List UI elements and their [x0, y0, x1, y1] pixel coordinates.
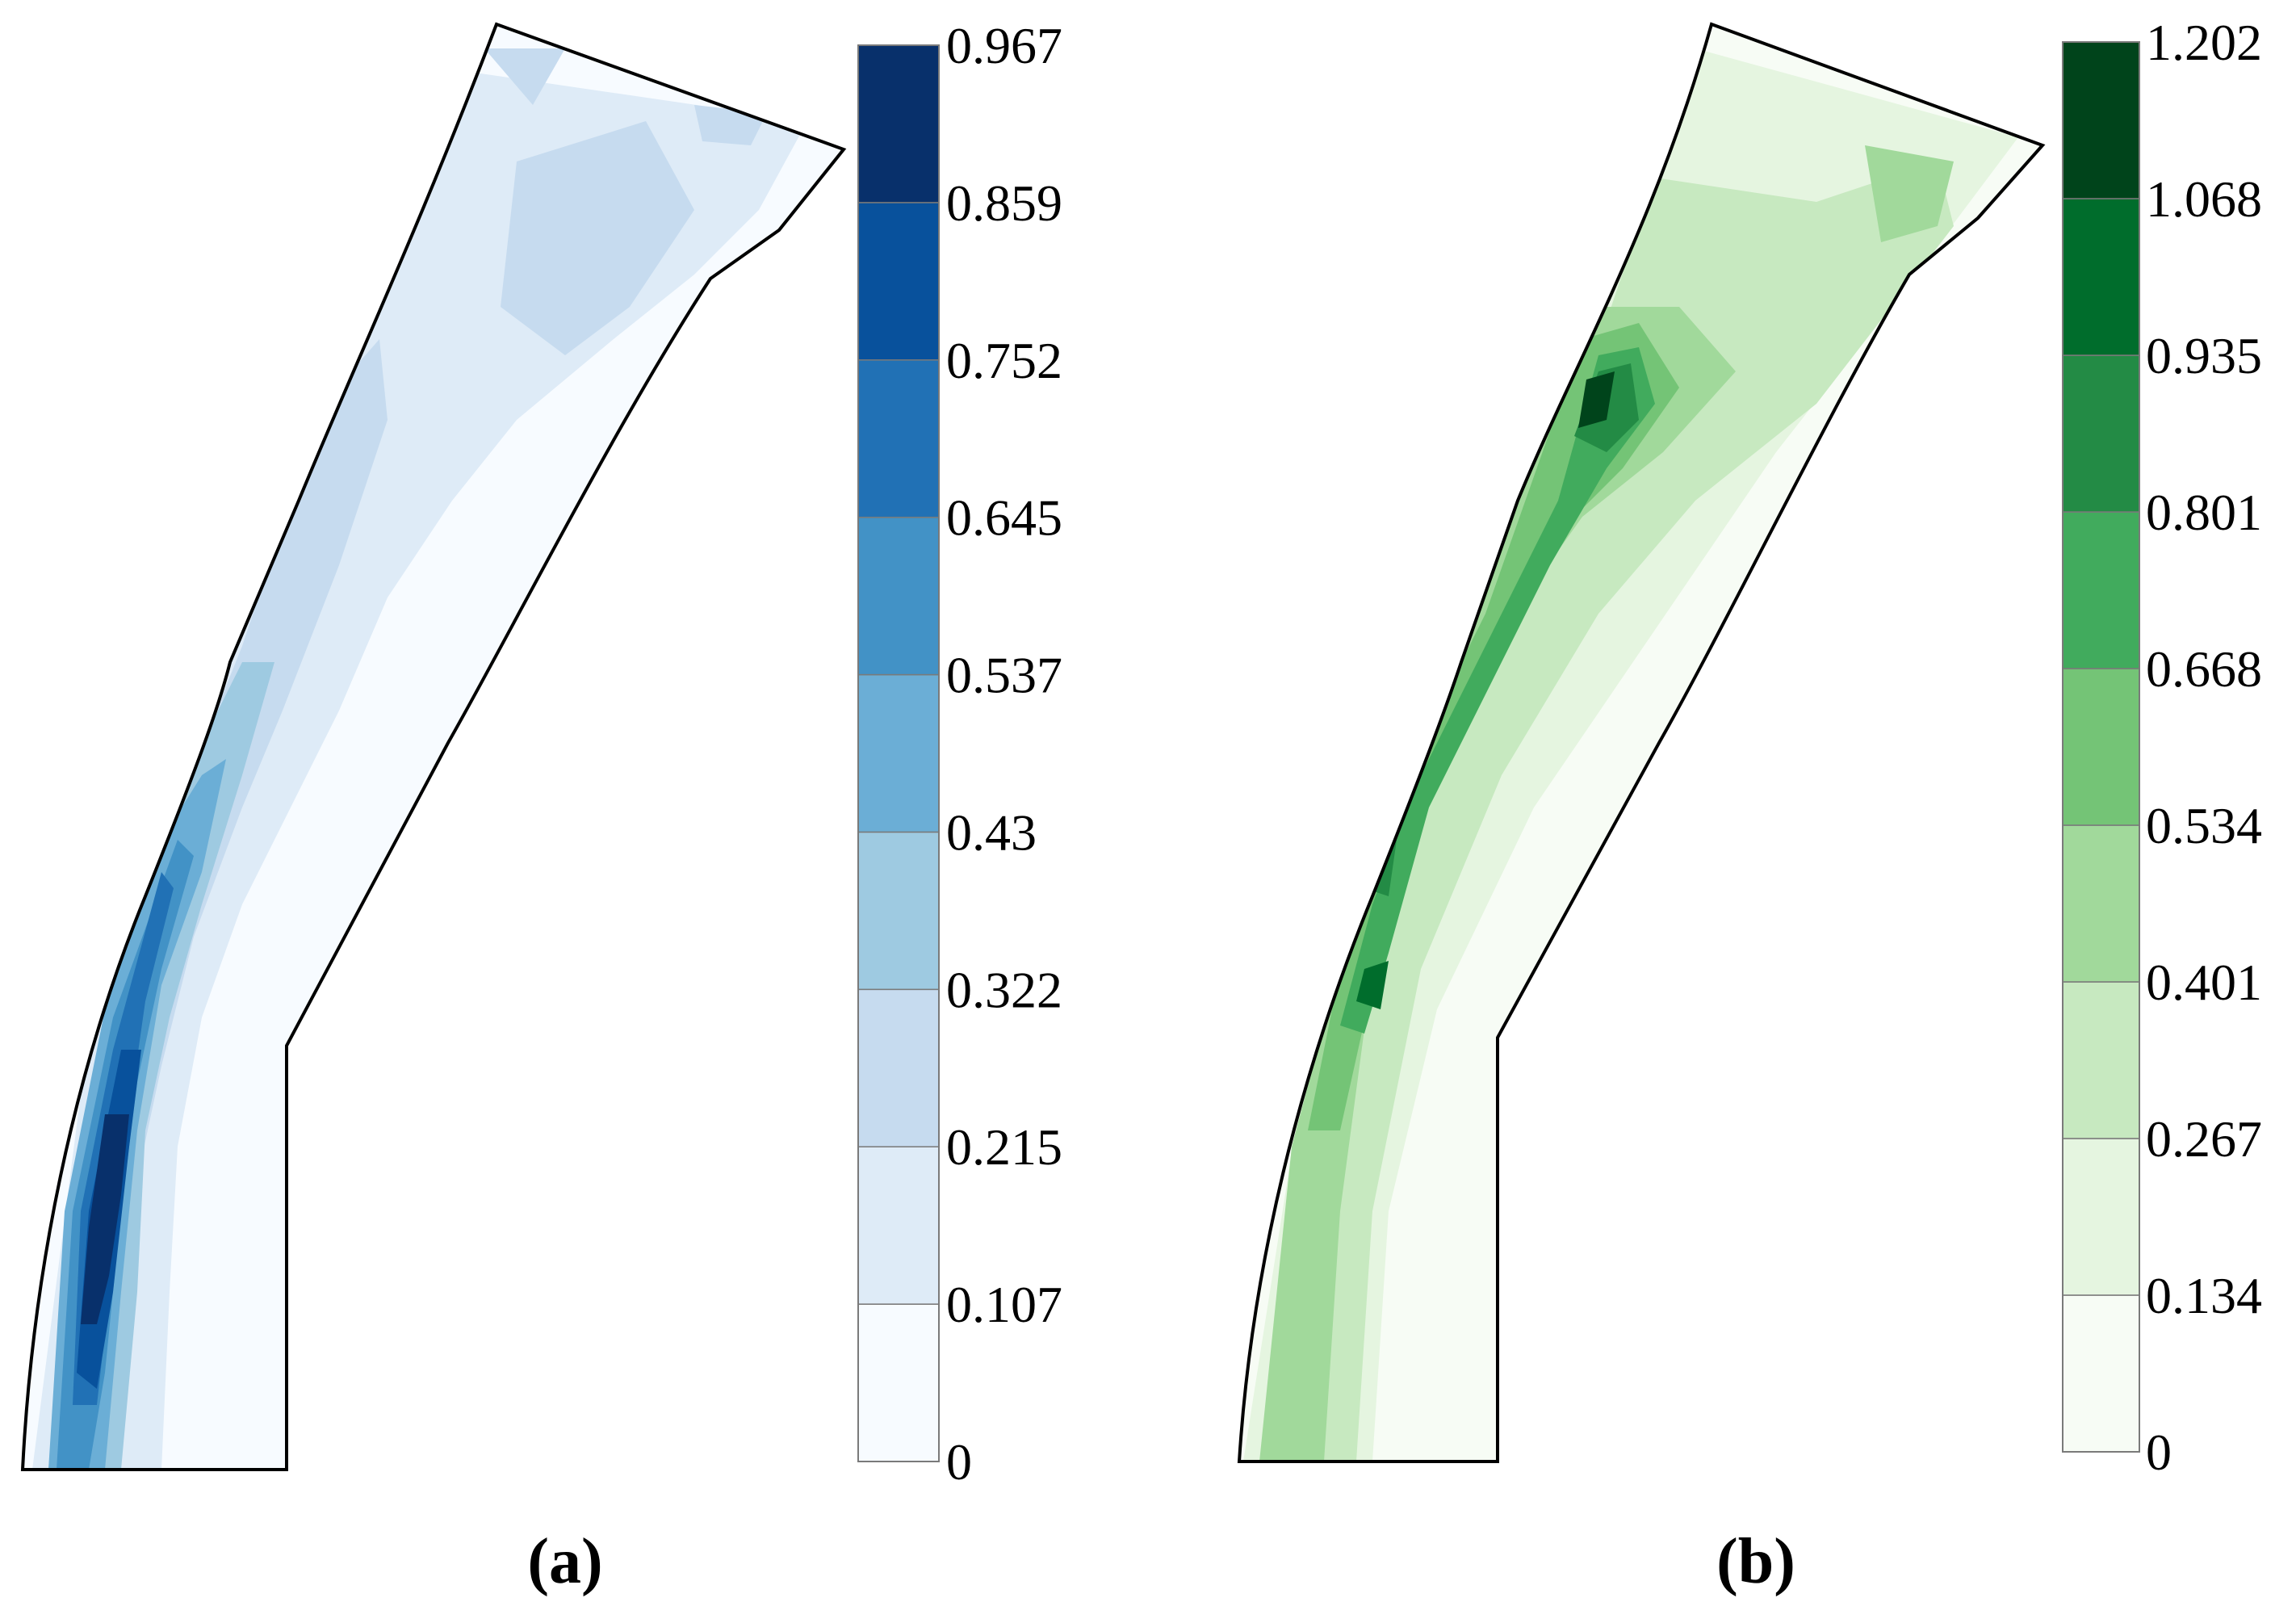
colorbar-tick-label: 0.935 — [2146, 327, 2262, 384]
colorbar-swatch-2 — [2062, 981, 2140, 1139]
panel-label-b: (b) — [1716, 1526, 1795, 1597]
field-a-band-11 — [81, 1114, 129, 1324]
colorbar-tick-label: 0.322 — [946, 961, 1062, 1018]
colorbar-tick-label: 0.752 — [946, 332, 1062, 389]
colorbar-tick-label: 0.801 — [2146, 484, 2262, 541]
colorbar-swatch-3 — [2062, 824, 2140, 983]
field-b-band-6 — [1340, 347, 1655, 1034]
colorbar-tick-label: 0.534 — [2146, 797, 2262, 854]
colorbar-tick-label: 0 — [2146, 1424, 2172, 1481]
colorbar-swatch-8 — [2062, 41, 2140, 199]
field-a-band-3 — [484, 48, 565, 105]
colorbar-frame — [2062, 41, 2140, 1453]
colorbar-tick-label: 0.267 — [2146, 1110, 2262, 1168]
colorbar-a: 0 0.107 0.215 0.322 0.43 0.537 0.645 0.752 0.859… — [857, 17, 1062, 1491]
colorbar-swatch-2 — [857, 988, 940, 1147]
contour-field-b — [1239, 24, 2043, 1462]
colorbar-swatch-6 — [857, 359, 940, 518]
colorbar-tick-label: 0.107 — [946, 1276, 1062, 1333]
colorbar-swatch-4 — [2062, 668, 2140, 826]
field-a-band-2 — [501, 121, 694, 355]
colorbar-tick-label: 0.537 — [946, 647, 1062, 704]
colorbar-tick-label: 0.215 — [946, 1118, 1062, 1176]
colorbar-swatch-8 — [857, 44, 940, 203]
colorbar-tick-label: 1.068 — [2146, 170, 2262, 228]
colorbar-tick-label: 0.967 — [946, 17, 1062, 74]
panel-a: 0 0.107 0.215 0.322 0.43 0.537 0.645 0.752 0.859… — [20, 17, 1062, 1597]
colorbar-tick-label: 0 — [946, 1433, 972, 1491]
panel-b: 0 0.134 0.267 0.401 0.534 0.668 0.801 0.935 1.06… — [1237, 14, 2262, 1597]
colorbar-swatch-0 — [857, 1303, 940, 1462]
colorbar-tick-label: 0.401 — [2146, 954, 2262, 1011]
colorbar-swatch-5 — [2062, 511, 2140, 669]
colorbar-tick-label: 1.202 — [2146, 14, 2262, 71]
domain-outline-b — [1237, 22, 2046, 1463]
colorbar-tick-label: 0.43 — [946, 803, 1037, 861]
colorbar-tick-label: 0.859 — [946, 174, 1062, 232]
colorbar-swatch-0 — [2062, 1294, 2140, 1453]
colorbar-swatch-4 — [857, 673, 940, 833]
field-b-band-3 — [1865, 145, 1954, 242]
colorbar-swatch-5 — [857, 516, 940, 676]
colorbar-swatch-1 — [857, 1146, 940, 1305]
colorbar-b: 0 0.134 0.267 0.401 0.534 0.668 0.801 0.935 1.06… — [2062, 14, 2262, 1481]
colorbar-tick-label: 0.645 — [946, 489, 1062, 547]
colorbar-swatch-1 — [2062, 1138, 2140, 1296]
colorbar-swatch-7 — [2062, 198, 2140, 356]
colorbar-swatch-3 — [857, 831, 940, 991]
field-b-band-10 — [1578, 371, 1615, 428]
panel-label-a: (a) — [527, 1526, 602, 1597]
colorbar-tick-label: 0.134 — [2146, 1267, 2262, 1324]
colorbar-swatch-6 — [2062, 354, 2140, 513]
colorbar-swatch-7 — [857, 202, 940, 361]
colorbar-frame — [857, 44, 940, 1462]
colorbar-tick-label: 0.668 — [2146, 640, 2262, 698]
field-b-band-4 — [1259, 307, 1736, 1462]
field-b-band-9 — [1356, 961, 1389, 1009]
domain-outline-a — [20, 22, 847, 1471]
contour-field-a — [23, 24, 844, 1470]
